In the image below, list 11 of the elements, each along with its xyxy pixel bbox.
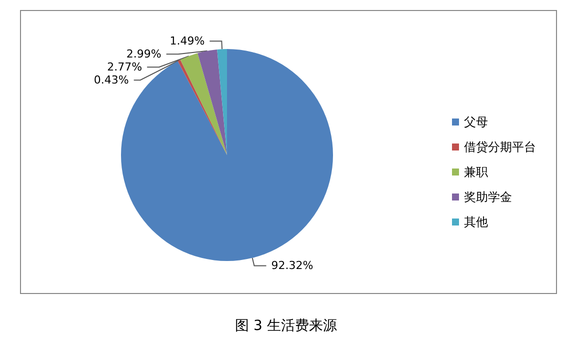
legend-label: 其他 xyxy=(464,215,488,229)
legend-label: 兼职 xyxy=(464,165,488,179)
data-label: 0.43% xyxy=(94,74,129,87)
legend-label: 奖助学金 xyxy=(464,190,512,204)
data-label: 1.49% xyxy=(170,34,205,48)
data-label: 2.77% xyxy=(107,60,142,74)
text: 图 3 生活费来源 xyxy=(235,318,337,334)
legend-label: 父母 xyxy=(464,115,488,129)
data-label: 2.99% xyxy=(126,48,162,61)
data-label: 92.32% xyxy=(271,259,314,272)
legend-label: 借贷分期平台 xyxy=(464,140,536,154)
